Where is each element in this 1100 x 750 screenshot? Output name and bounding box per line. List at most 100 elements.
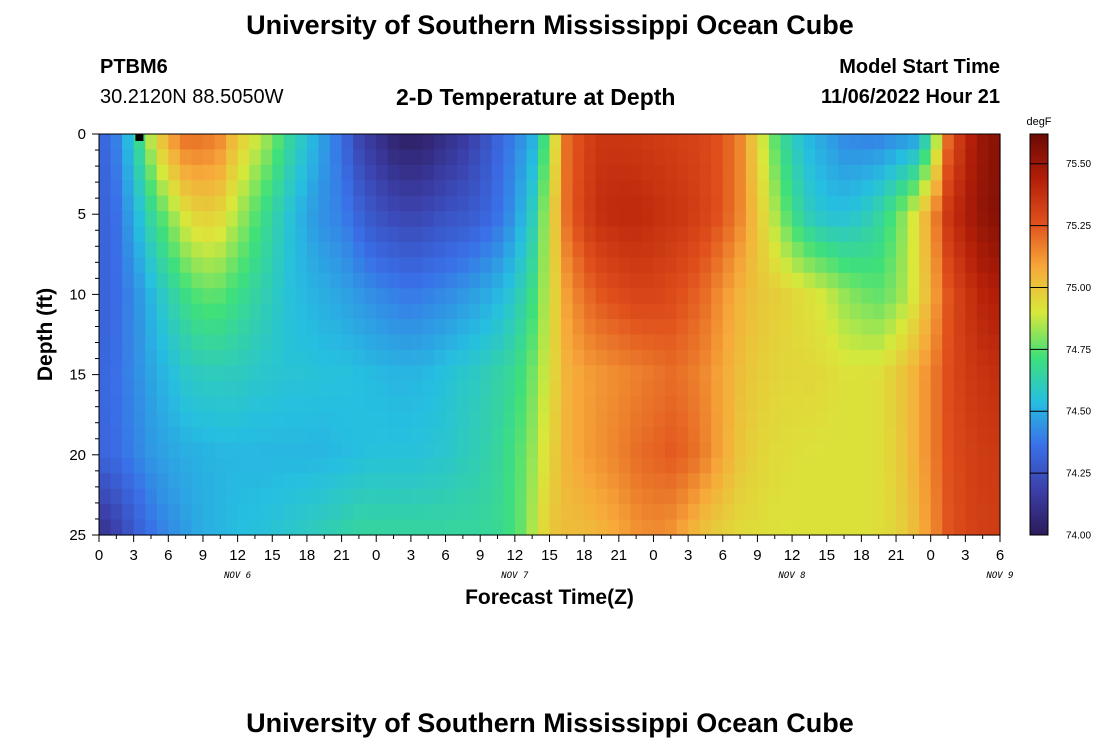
heatmap-cell xyxy=(168,488,181,505)
heatmap-cell xyxy=(410,411,424,428)
heatmap-cell xyxy=(953,180,966,197)
heatmap-cell xyxy=(838,504,851,521)
heatmap-cell xyxy=(318,457,331,474)
heatmap-cell xyxy=(872,411,886,428)
heatmap-cell xyxy=(145,380,158,397)
heatmap-cell xyxy=(722,519,735,536)
heatmap-cell xyxy=(445,488,458,505)
heatmap-cell xyxy=(387,488,400,505)
heatmap-cell xyxy=(145,180,158,197)
heatmap-cell xyxy=(930,319,943,336)
heatmap-cell xyxy=(907,411,920,428)
heatmap-cell xyxy=(815,149,828,166)
heatmap-cell xyxy=(468,334,481,351)
heatmap-cell xyxy=(607,164,620,181)
heatmap-cell xyxy=(618,195,631,212)
heatmap-cell xyxy=(202,319,216,336)
heatmap-cell xyxy=(168,519,181,536)
heatmap-cell xyxy=(896,257,909,274)
heatmap-cell xyxy=(676,319,689,336)
heatmap-cell xyxy=(584,211,597,228)
heatmap-cell xyxy=(491,427,504,444)
heatmap-cell xyxy=(202,180,216,197)
heatmap-cell xyxy=(145,257,158,274)
heatmap-cell xyxy=(480,180,493,197)
heatmap-cell xyxy=(757,241,770,258)
heatmap-cell xyxy=(503,349,516,366)
heatmap-cell xyxy=(803,442,816,459)
heatmap-cell xyxy=(826,134,839,151)
heatmap-cell xyxy=(907,288,920,305)
heatmap-cell xyxy=(295,365,308,382)
heatmap-cell xyxy=(433,303,447,320)
heatmap-cell xyxy=(711,396,724,413)
heatmap-cell xyxy=(699,349,712,366)
heatmap-cell xyxy=(260,427,273,444)
heatmap-cell xyxy=(896,303,909,320)
heatmap-cell xyxy=(872,334,886,351)
heatmap-cell xyxy=(745,334,759,351)
heatmap-cell xyxy=(838,380,851,397)
heatmap-cell xyxy=(699,504,712,521)
heatmap-cell xyxy=(306,180,320,197)
heatmap-cell xyxy=(976,334,990,351)
heatmap-cell xyxy=(191,504,204,521)
heatmap-cell xyxy=(630,134,643,151)
heatmap-cell xyxy=(491,442,504,459)
heatmap-cell xyxy=(792,226,805,243)
heatmap-cell xyxy=(572,180,585,197)
heatmap-cell xyxy=(191,149,204,166)
heatmap-cell xyxy=(711,488,724,505)
heatmap-cell xyxy=(630,473,643,490)
heatmap-cell xyxy=(641,365,655,382)
heatmap-cell xyxy=(491,272,504,289)
heatmap-cell xyxy=(387,241,400,258)
heatmap-cell xyxy=(156,427,169,444)
heatmap-cell xyxy=(757,303,770,320)
heatmap-cell xyxy=(387,349,400,366)
heatmap-cell xyxy=(318,272,331,289)
heatmap-cell xyxy=(688,473,701,490)
heatmap-cell xyxy=(953,134,966,151)
heatmap-cell xyxy=(526,134,539,151)
heatmap-cell xyxy=(976,134,990,151)
heatmap-cell xyxy=(526,241,539,258)
heatmap-cell xyxy=(584,288,597,305)
heatmap-cell xyxy=(676,288,689,305)
x-tick-label: 6 xyxy=(164,547,172,564)
heatmap-cell xyxy=(630,334,643,351)
heatmap-cell xyxy=(976,211,990,228)
heatmap-cell xyxy=(179,473,193,490)
heatmap-cell xyxy=(618,257,631,274)
heatmap-cell xyxy=(549,303,562,320)
heatmap-cell xyxy=(907,334,920,351)
heatmap-cell xyxy=(826,149,839,166)
heatmap-cell xyxy=(272,380,285,397)
heatmap-cell xyxy=(480,442,493,459)
heatmap-cell xyxy=(156,257,169,274)
heatmap-cell xyxy=(330,211,343,228)
heatmap-cell xyxy=(110,257,123,274)
heatmap-cell xyxy=(757,349,770,366)
heatmap-cell xyxy=(780,442,793,459)
heatmap-cell xyxy=(503,457,516,474)
heatmap-cell xyxy=(930,257,943,274)
heatmap-cell xyxy=(295,457,308,474)
heatmap-cell xyxy=(976,442,990,459)
heatmap-cell xyxy=(976,288,990,305)
heatmap-cell xyxy=(861,427,874,444)
y-tick-label: 10 xyxy=(69,286,86,303)
heatmap-cell xyxy=(965,226,978,243)
heatmap-cell xyxy=(768,442,782,459)
heatmap-cell xyxy=(410,257,424,274)
heatmap-cell xyxy=(353,334,366,351)
heatmap-cell xyxy=(561,211,574,228)
heatmap-cell xyxy=(745,164,759,181)
heatmap-cell xyxy=(618,473,631,490)
heatmap-cell xyxy=(133,519,146,536)
heatmap-cell xyxy=(353,427,366,444)
heatmap-cell xyxy=(145,149,158,166)
heatmap-cell xyxy=(179,211,193,228)
y-tick-label: 5 xyxy=(78,206,86,223)
heatmap-cell xyxy=(202,272,216,289)
